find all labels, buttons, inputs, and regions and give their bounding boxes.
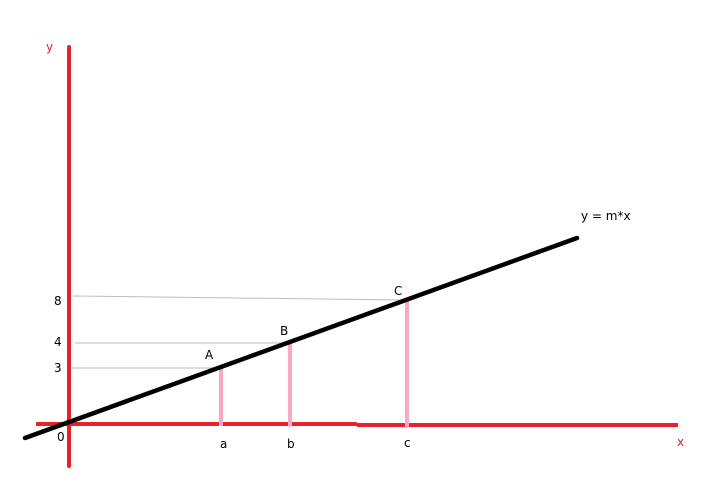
x-tick-B: b <box>287 437 295 451</box>
line-y-equals-mx <box>22 235 580 441</box>
y-tick-C: 8 <box>54 294 62 308</box>
line-equation-label: y = m*x <box>581 209 631 223</box>
point-label-C: C <box>394 284 402 298</box>
y-tick-B: 4 <box>54 335 62 349</box>
x-axis-label: x <box>677 435 684 449</box>
point-label-B: B <box>280 324 288 338</box>
point-label-A: A <box>205 348 214 362</box>
guide-line-C <box>72 295 406 301</box>
y-tick-A: 3 <box>54 361 62 375</box>
x-tick-A: a <box>220 437 227 451</box>
x-tick-C: c <box>404 436 411 450</box>
origin-label: 0 <box>57 430 65 444</box>
y-axis-label: y <box>46 40 53 54</box>
